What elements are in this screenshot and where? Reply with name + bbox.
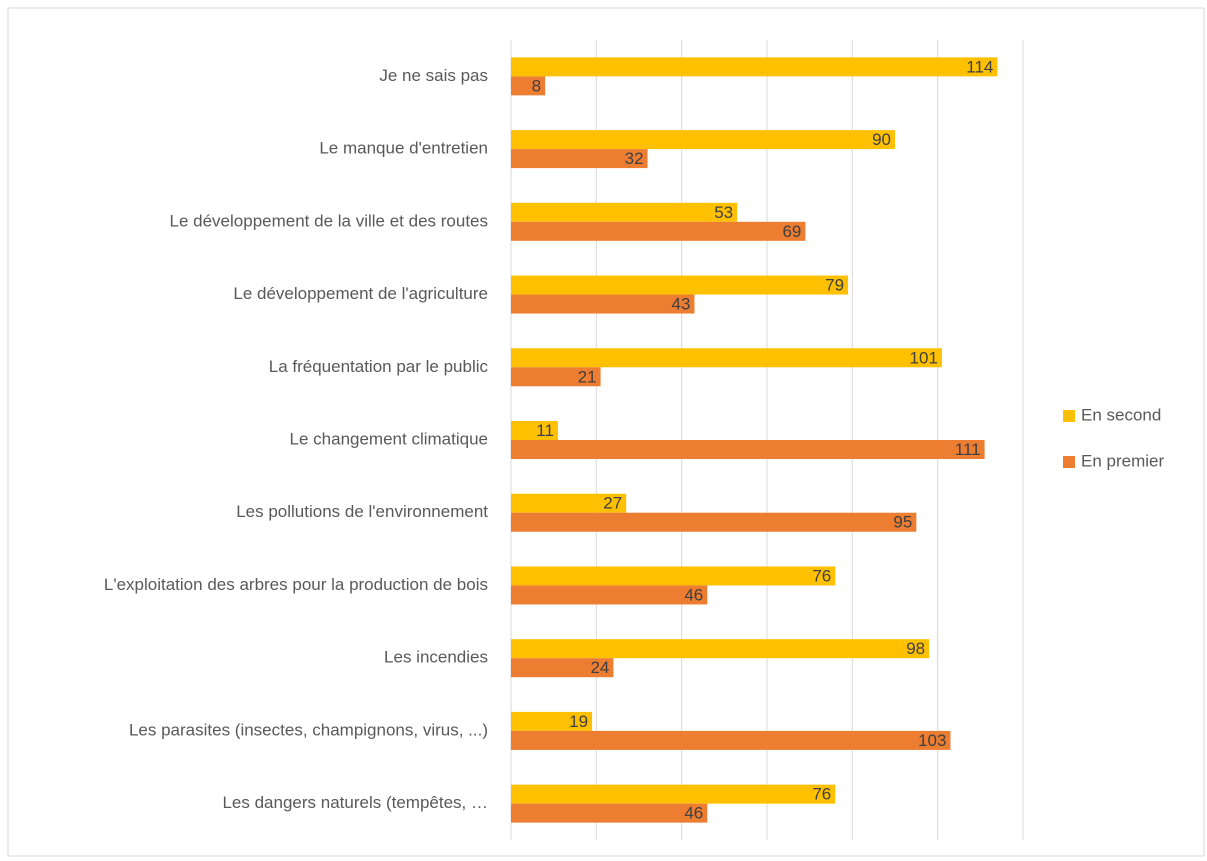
legend-swatch <box>1063 456 1075 468</box>
data-label: 76 <box>812 785 831 804</box>
data-label: 103 <box>918 731 946 750</box>
data-label: 46 <box>684 585 703 604</box>
bar <box>511 275 849 295</box>
data-label: 111 <box>955 440 981 459</box>
y-tick-label: L'exploitation des arbres pour la produc… <box>104 575 488 594</box>
legend-swatch <box>1063 410 1075 422</box>
bar <box>511 149 648 169</box>
y-tick-label: La fréquentation par le public <box>269 357 489 376</box>
bar <box>511 202 738 222</box>
y-tick-label: Le développement de la ville et des rout… <box>170 211 488 230</box>
data-label: 101 <box>910 348 938 367</box>
bar <box>511 367 601 387</box>
y-tick-label: Les dangers naturels (tempêtes, … <box>222 793 488 812</box>
data-label: 8 <box>532 76 541 95</box>
data-label: 76 <box>812 566 831 585</box>
y-tick-label: Le manque d'entretien <box>319 139 488 158</box>
data-label: 90 <box>872 130 891 149</box>
bar <box>511 130 895 150</box>
data-label: 24 <box>590 658 609 677</box>
data-label: 21 <box>578 367 597 386</box>
bar <box>511 348 942 368</box>
y-tick-label: Les parasites (insectes, champignons, vi… <box>129 720 488 739</box>
legend-label: En second <box>1081 405 1161 424</box>
bar <box>511 512 917 532</box>
data-label: 79 <box>825 276 844 295</box>
data-label: 11 <box>536 421 554 440</box>
legend-label: En premier <box>1081 451 1164 470</box>
data-label: 95 <box>893 513 912 532</box>
bar <box>511 803 708 823</box>
y-tick-label: Les pollutions de l'environnement <box>236 502 488 521</box>
data-label: 69 <box>782 222 801 241</box>
bar <box>511 57 998 77</box>
data-label: 98 <box>906 639 925 658</box>
data-label: 114 <box>966 57 993 76</box>
data-label: 19 <box>569 712 588 731</box>
bar <box>511 639 930 659</box>
y-tick-label: Les incendies <box>384 648 488 667</box>
bar <box>511 711 593 731</box>
data-label: 32 <box>625 149 644 168</box>
bar <box>511 566 836 586</box>
bar <box>511 440 985 459</box>
bar <box>511 658 614 678</box>
bar <box>511 585 708 605</box>
bar <box>511 493 627 513</box>
y-tick-label: Le changement climatique <box>290 429 488 448</box>
bar <box>511 294 695 314</box>
bar <box>511 784 836 804</box>
bar <box>511 421 558 440</box>
bar <box>511 730 951 750</box>
bar <box>511 221 806 241</box>
data-label: 43 <box>672 295 691 314</box>
data-label: 27 <box>603 494 622 513</box>
y-tick-label: Le développement de l'agriculture <box>233 284 488 303</box>
y-tick-label: Je ne sais pas <box>379 66 488 85</box>
data-label: 53 <box>714 203 733 222</box>
data-label: 46 <box>684 804 703 823</box>
bar <box>511 76 546 96</box>
